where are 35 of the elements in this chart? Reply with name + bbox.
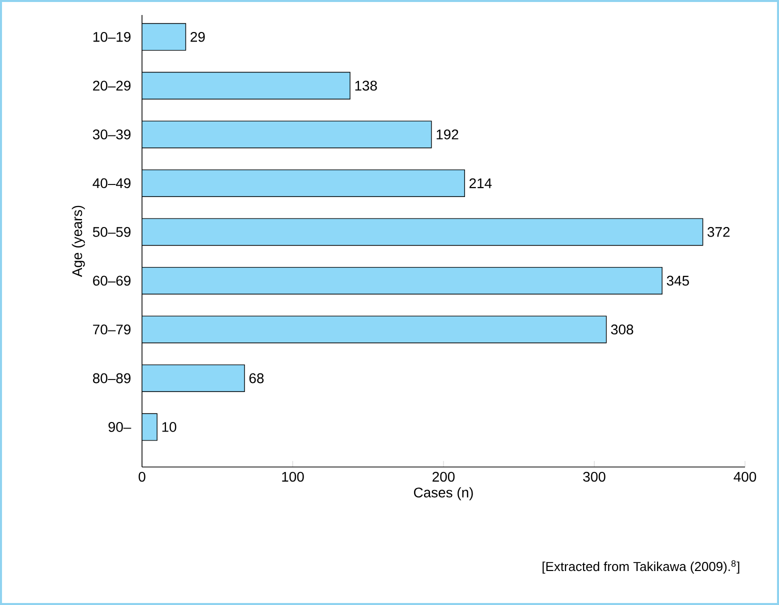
x-tick-label: 0 [138, 472, 146, 482]
data-label: 138 [355, 80, 377, 91]
y-axis-title: Age (years) [72, 206, 85, 277]
bar [142, 23, 186, 51]
data-label: 345 [666, 276, 689, 286]
y-tick-label: 40–49 [92, 178, 130, 188]
y-tick-label: 60–69 [93, 276, 130, 286]
y-tick-label: 70–79 [93, 324, 130, 334]
y-tick-label: 20–29 [93, 80, 130, 91]
bar [142, 218, 704, 246]
data-label: 372 [708, 227, 730, 237]
x-tick-label: 100 [282, 472, 304, 482]
y-tick-label: 50–59 [92, 227, 130, 237]
y-tick-label: 30–39 [92, 130, 130, 140]
bar [142, 364, 245, 392]
data-label: 192 [436, 130, 458, 140]
bar [142, 413, 158, 441]
text: [Extracted from Takikawa (2009).$^{8}$] [542, 560, 740, 574]
bar [142, 266, 662, 294]
bar [142, 169, 465, 197]
data-label: 68 [249, 373, 264, 384]
data-label: 308 [611, 324, 634, 334]
data-label: 10 [162, 422, 176, 432]
bar [142, 316, 607, 344]
y-tick-label: 10–19 [93, 32, 130, 42]
y-tick-label: 80–89 [92, 373, 130, 384]
x-tick-label: 400 [734, 472, 756, 482]
x-axis-title: Cases (n) [414, 487, 473, 500]
bar [142, 72, 350, 100]
bar [142, 120, 432, 148]
x-tick-label: 200 [432, 472, 455, 482]
data-label: 29 [190, 32, 205, 42]
y-tick-label: 90– [108, 422, 132, 432]
x-tick-label: 300 [583, 472, 606, 482]
data-label: 214 [470, 178, 492, 188]
